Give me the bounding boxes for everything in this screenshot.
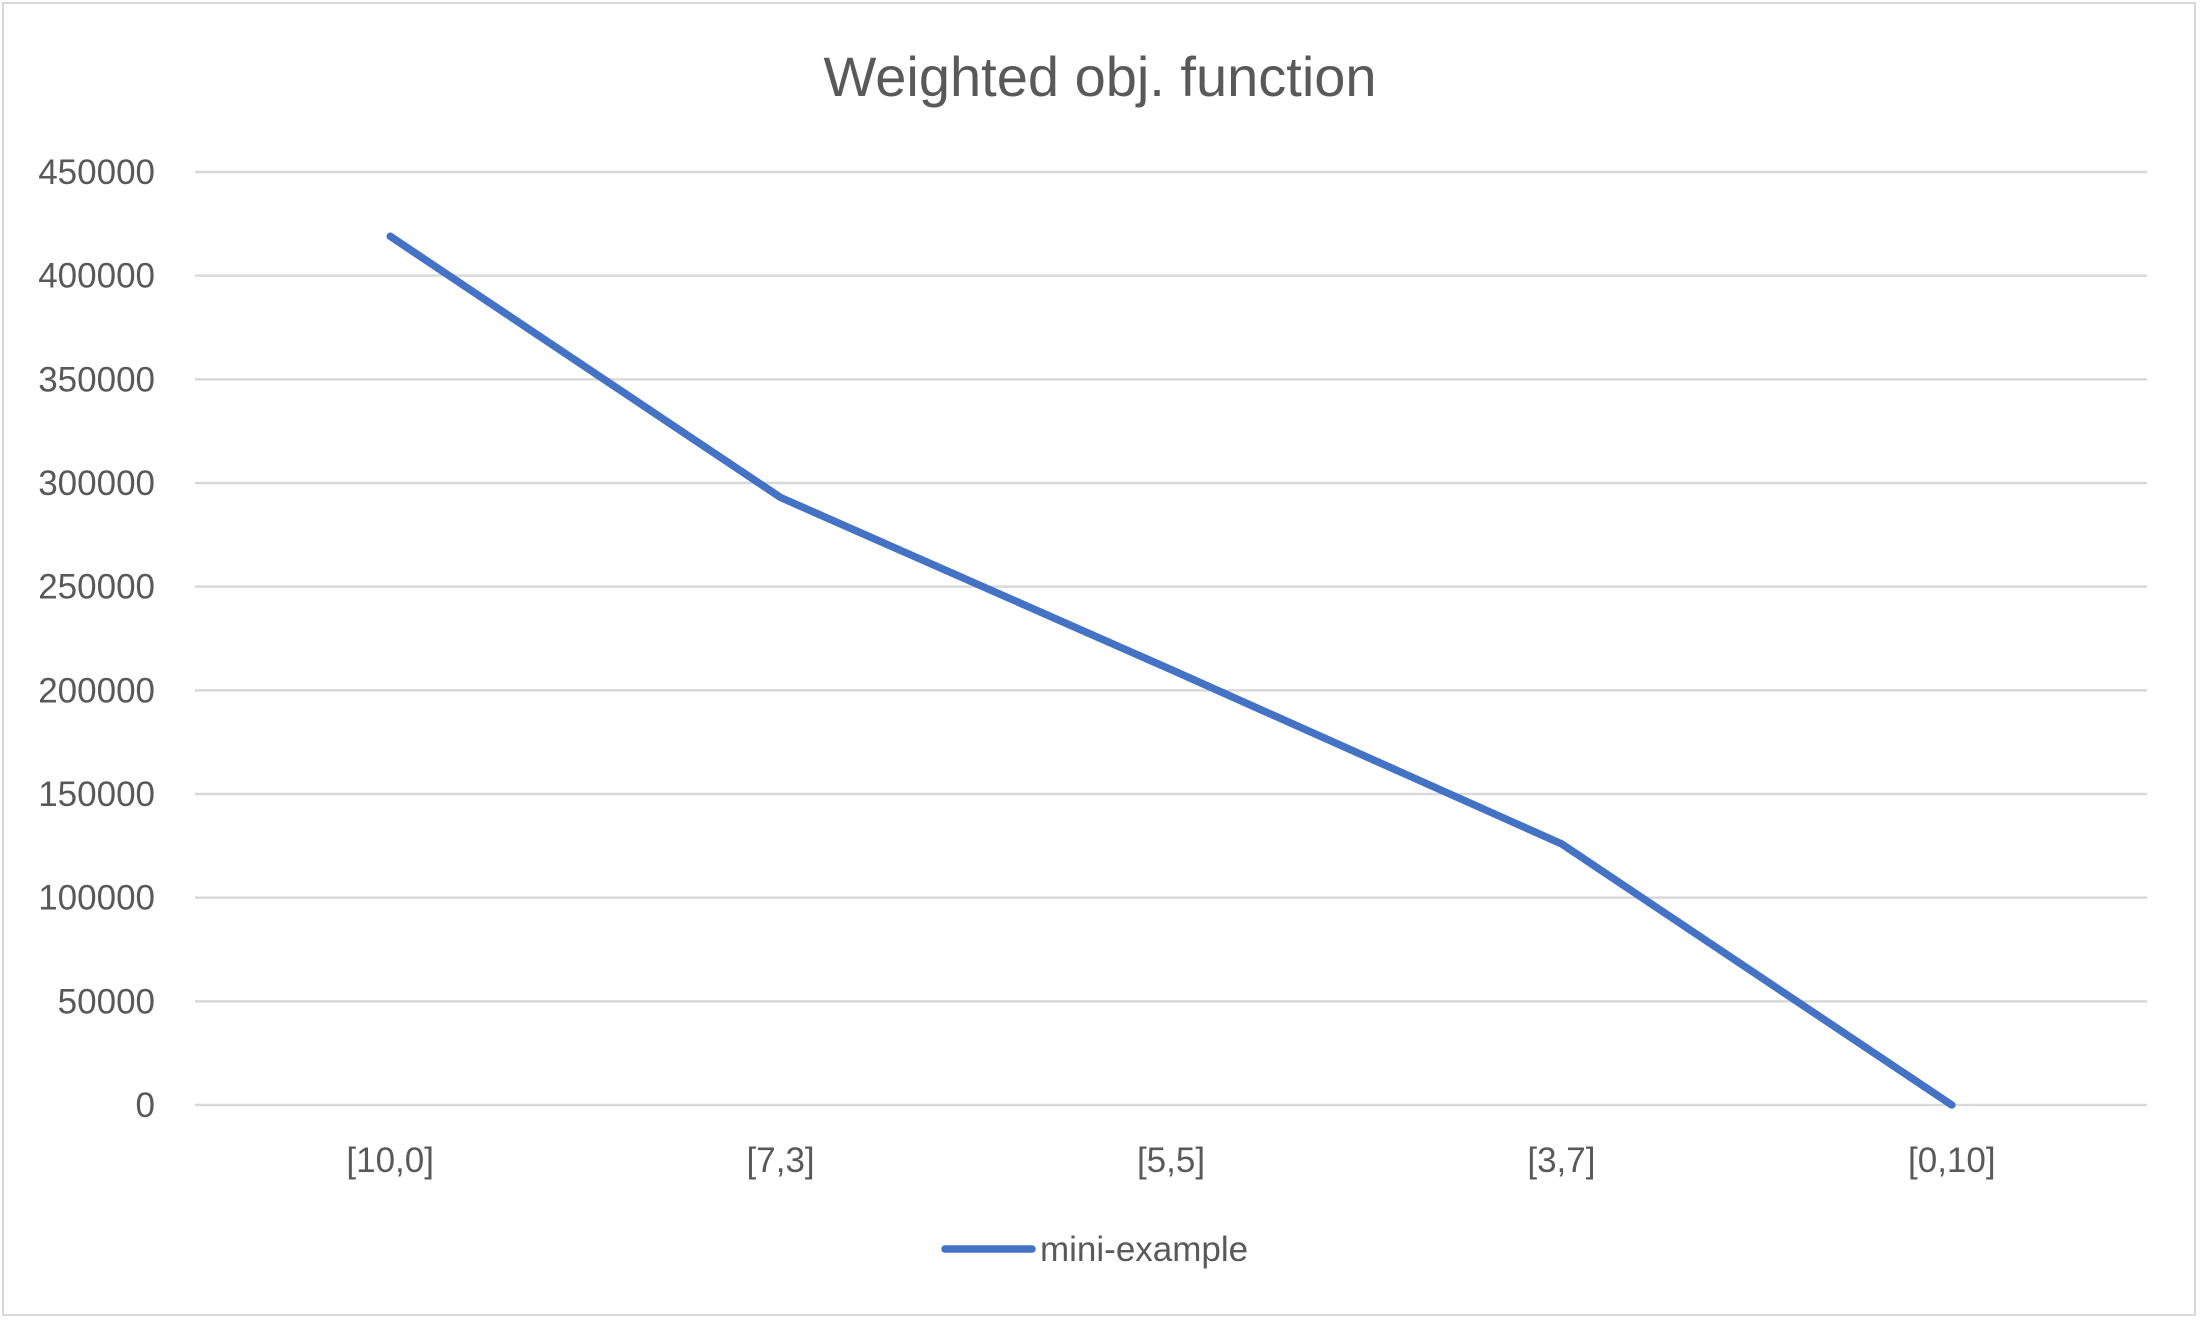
x-axis-tick-labels: [10,0] [7,3] [5,5] [3,7] [0,10] <box>346 1141 1995 1180</box>
y-tick-label: 50000 <box>58 982 155 1021</box>
x-tick-label: [10,0] <box>346 1141 434 1180</box>
y-tick-label: 200000 <box>38 671 155 710</box>
series-line-mini-example <box>386 232 1956 1109</box>
x-tick-label: [7,3] <box>747 1141 815 1180</box>
legend: mini-example <box>941 1230 1248 1269</box>
legend-label: mini-example <box>1040 1230 1248 1269</box>
x-tick-label: [5,5] <box>1137 1141 1205 1180</box>
y-axis-tick-labels: 0 50000 100000 150000 200000 250000 300000 3500… <box>38 153 155 1125</box>
x-tick-label: [3,7] <box>1527 1141 1595 1180</box>
series-lines <box>386 232 1956 1109</box>
y-tick-label: 0 <box>136 1086 155 1125</box>
y-tick-label: 350000 <box>38 360 155 399</box>
y-tick-label: 400000 <box>38 257 155 296</box>
y-tick-label: 300000 <box>38 464 155 503</box>
y-tick-label: 450000 <box>38 153 155 192</box>
y-tick-label: 100000 <box>38 879 155 918</box>
y-tick-label: 250000 <box>38 568 155 607</box>
gridlines <box>195 170 2147 1107</box>
x-tick-label: [0,10] <box>1908 1141 1996 1180</box>
chart-title: Weighted obj. function <box>823 45 1376 108</box>
y-tick-label: 150000 <box>38 775 155 814</box>
